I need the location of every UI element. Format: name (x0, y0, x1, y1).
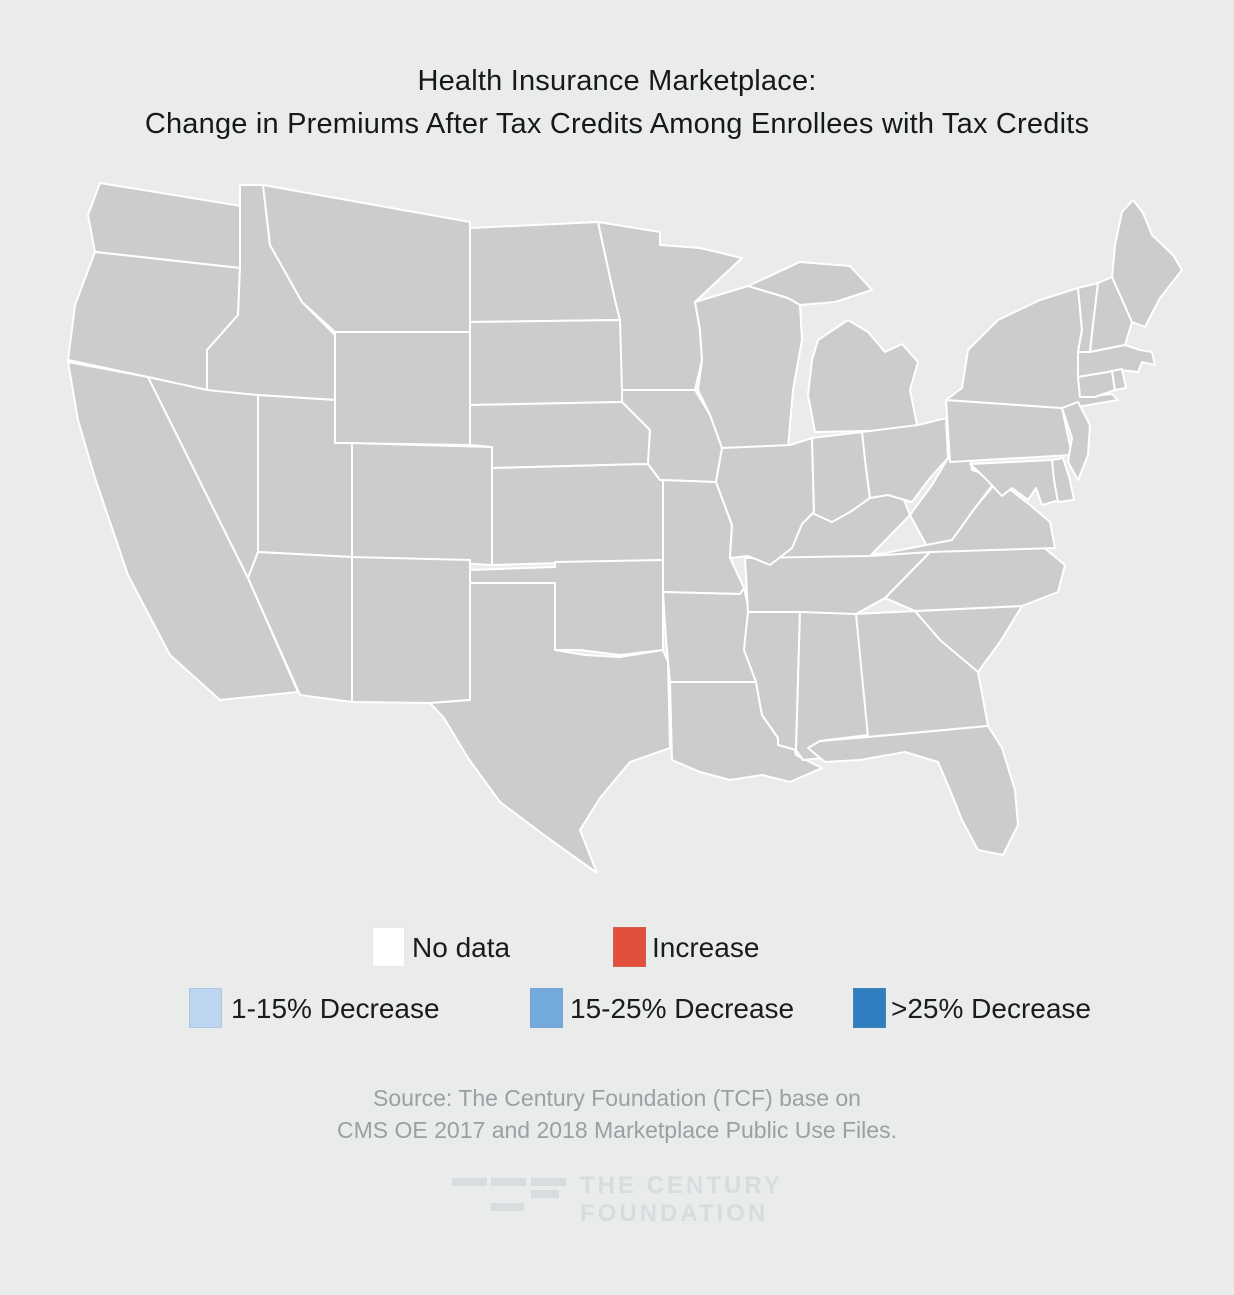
source-line1: Source: The Century Foundation (TCF) bas… (373, 1085, 861, 1111)
logo-mark-bar (491, 1203, 524, 1211)
chart-title: Health Insurance Marketplace: Change in … (0, 60, 1234, 146)
state-rhode-island (1111, 368, 1127, 391)
state-maine (1111, 199, 1183, 328)
state-arkansas (662, 587, 757, 683)
legend-label-1-15-decrease: 1-15% Decrease (231, 993, 440, 1024)
state-kansas (491, 461, 664, 566)
state-pennsylvania (945, 399, 1073, 463)
state-arizona (247, 551, 353, 703)
logo-text-line2: FOUNDATION (580, 1200, 769, 1227)
legend-swatch-1-15-decrease (189, 988, 222, 1028)
chart-title-line1: Health Insurance Marketplace: (417, 65, 817, 97)
state-virginia (869, 479, 1056, 557)
state-wyoming (334, 331, 471, 446)
state-colorado (351, 442, 493, 566)
logo-text-line1: THE CENTURY (580, 1172, 783, 1199)
legend-label-increase: Increase (652, 932, 760, 963)
legend-label-15-25-decrease: 15-25% Decrease (570, 993, 795, 1024)
legend-label-25-decrease: >25% Decrease (891, 993, 1092, 1024)
state-michigan (747, 261, 919, 433)
legend-label-no-data: No data (412, 932, 511, 963)
logo-mark-bar (531, 1190, 559, 1198)
state-new-jersey (1061, 401, 1091, 481)
logo-mark-bar (491, 1178, 526, 1186)
chart-title-line2: Change in Premiums After Tax Credits Amo… (144, 108, 1090, 140)
state-south-dakota (469, 319, 629, 406)
legend-swatch-increase (613, 927, 646, 967)
legend-swatch-15-25-decrease (530, 988, 563, 1028)
logo-mark-bar (452, 1178, 487, 1186)
logo-mark-bar (531, 1178, 566, 1186)
state-georgia (855, 610, 989, 738)
state-delaware (1051, 457, 1075, 503)
legend-swatch-25-decrease (853, 988, 886, 1028)
state-texas (429, 582, 671, 874)
state-north-dakota (469, 221, 621, 323)
state-florida (807, 725, 1019, 856)
state-nebraska (469, 401, 651, 469)
legend-swatch-no-data (372, 927, 405, 967)
source-line2: CMS OE 2017 and 2018 Marketplace Public … (337, 1117, 897, 1143)
source-note: Source: The Century Foundation (TCF) bas… (0, 1082, 1234, 1146)
state-illinois (715, 437, 815, 566)
state-ohio (861, 417, 949, 503)
state-new-mexico (351, 556, 471, 704)
